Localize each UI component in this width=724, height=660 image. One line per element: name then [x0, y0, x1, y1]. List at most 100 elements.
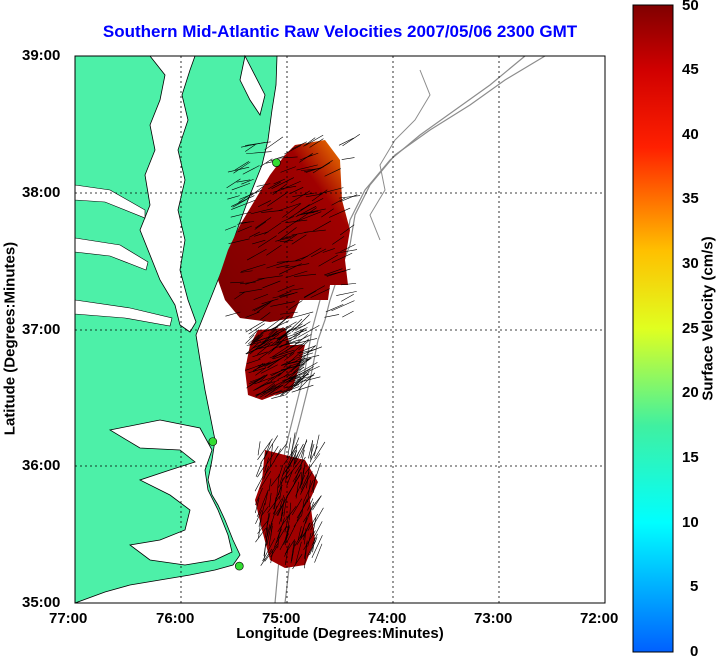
velocity-vector: [297, 325, 320, 338]
velocity-vector: [255, 462, 262, 477]
velocity-vector: [297, 345, 316, 354]
velocity-vector: [300, 168, 321, 171]
velocity-vector: [322, 248, 335, 253]
velocity-vector: [285, 329, 307, 338]
velocity-vector: [258, 374, 268, 384]
velocity-vector: [295, 207, 317, 223]
velocity-vector: [247, 185, 264, 199]
colorbar-label: Surface Velocity (cm/s): [699, 236, 717, 401]
velocity-vector: [281, 216, 295, 223]
velocity-vector: [284, 263, 310, 269]
velocity-vector: [246, 151, 272, 155]
velocity-vector: [275, 502, 285, 515]
velocity-vector: [233, 161, 251, 174]
velocity-vector: [284, 506, 297, 522]
velocity-vector: [270, 155, 286, 162]
velocity-vector: [259, 470, 272, 490]
velocity-vector: [341, 294, 354, 302]
velocity-vector: [303, 208, 326, 214]
velocity-vector: [255, 510, 262, 525]
velocity-vector: [296, 321, 311, 331]
velocity-vector: [255, 388, 273, 396]
velocity-vector: [310, 507, 324, 531]
velocity-vector: [258, 346, 276, 360]
velocity-vector: [225, 311, 241, 317]
velocity-vector: [338, 137, 354, 146]
velocity-vector: [249, 340, 267, 355]
velocity-vector: [324, 268, 343, 276]
velocity-vector: [271, 325, 292, 338]
velocity-vector: [298, 340, 310, 351]
velocity-field-north: [218, 140, 350, 322]
velocity-vector: [324, 168, 341, 177]
velocity-vector: [276, 330, 291, 340]
velocity-vector: [285, 337, 298, 343]
velocity-vector: [300, 212, 315, 215]
velocity-vector: [254, 475, 264, 492]
velocity-vector: [314, 543, 323, 563]
velocity-vector: [230, 195, 255, 207]
velocity-vector: [299, 376, 321, 383]
velocity-vector: [307, 513, 319, 531]
velocity-vector: [290, 539, 295, 564]
velocity-vector: [247, 334, 260, 345]
velocity-vector: [289, 502, 292, 521]
y-tick-label: 37:00: [22, 321, 61, 338]
colorbar-tick-label: 15: [682, 449, 699, 466]
velocity-vector: [272, 351, 295, 360]
velocity-vector: [249, 376, 265, 383]
velocity-vector: [226, 178, 241, 189]
velocity-vector: [278, 290, 292, 297]
velocity-vector: [305, 134, 324, 146]
velocity-vector: [283, 360, 302, 378]
velocity-vector: [239, 221, 255, 224]
velocity-vector: [279, 240, 294, 243]
velocity-vector: [310, 446, 318, 461]
velocity-vector: [269, 349, 295, 359]
velocity-vector: [312, 517, 317, 536]
velocity-vector: [291, 234, 307, 245]
velocity-vector: [264, 136, 284, 151]
velocity-vector: [340, 283, 357, 286]
velocity-vector: [291, 498, 303, 516]
velocity-vector: [281, 497, 285, 517]
velocity-vector: [250, 208, 273, 215]
velocity-vector: [288, 300, 303, 311]
velocity-vector: [302, 522, 310, 541]
velocity-vector: [298, 372, 316, 391]
velocity-vector: [278, 364, 292, 377]
x-axis-label: Longitude (Degrees:Minutes): [236, 625, 444, 642]
velocity-vector: [294, 443, 304, 460]
velocity-vector: [254, 231, 269, 237]
velocity-vector: [298, 211, 322, 221]
velocity-vector: [284, 318, 303, 337]
velocity-vector: [304, 285, 325, 298]
x-tick-label: 76:00: [156, 610, 195, 627]
velocity-vector: [279, 487, 283, 500]
velocity-vector: [255, 367, 267, 376]
velocity-vector: [306, 540, 317, 557]
colorbar-tick-label: 35: [682, 190, 699, 207]
velocity-vector: [339, 224, 355, 236]
velocity-vector: [285, 358, 310, 365]
velocity-vector: [314, 521, 323, 537]
velocity-vector: [325, 270, 346, 277]
velocity-vector: [292, 377, 302, 387]
velocity-vector: [232, 199, 247, 208]
velocity-vector: [281, 235, 295, 240]
velocity-vector: [263, 316, 284, 332]
y-axis-label: Latitude (Degrees:Minutes): [1, 241, 19, 436]
velocity-vector: [265, 513, 270, 538]
radar-station-marker: [272, 158, 281, 167]
colorbar-tick-label: 20: [682, 384, 699, 401]
velocity-vector: [296, 496, 311, 519]
velocity-vector: [245, 319, 266, 333]
velocity-vector: [299, 365, 320, 376]
velocity-vector: [231, 199, 256, 210]
velocity-vector: [252, 302, 269, 311]
velocity-vector: [341, 157, 355, 160]
velocity-vector: [271, 335, 288, 351]
velocity-vector: [297, 526, 302, 541]
velocity-vector: [276, 264, 290, 268]
